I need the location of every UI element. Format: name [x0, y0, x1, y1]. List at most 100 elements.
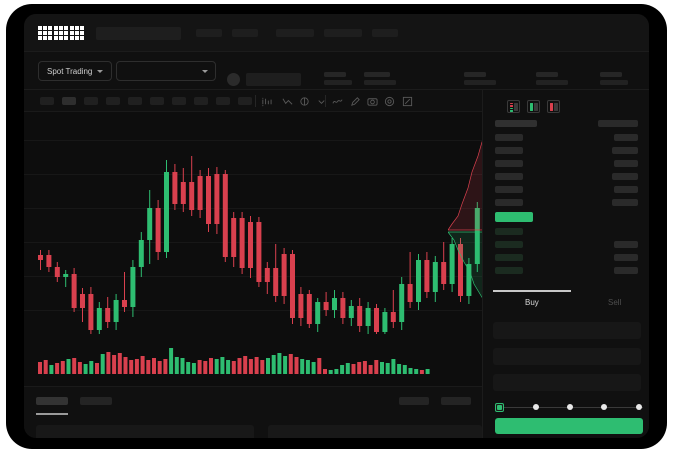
global-search-input[interactable]	[96, 27, 181, 40]
bottom-action-1[interactable]	[399, 397, 429, 405]
orderbook-mid-price[interactable]	[495, 212, 533, 222]
tab-sell[interactable]: Sell	[608, 298, 622, 307]
bottom-panel-left	[36, 425, 254, 438]
indicators-icon[interactable]	[282, 96, 293, 107]
timeframe-button-7[interactable]	[194, 97, 208, 105]
orderbook-asks-icon[interactable]	[547, 100, 560, 113]
tab-buy[interactable]: Buy	[525, 298, 539, 307]
orderbook-bid-1-qty	[614, 241, 638, 248]
order-price-field[interactable]	[493, 322, 641, 339]
candle-wick	[392, 290, 394, 328]
volume-bar	[191, 363, 196, 374]
nav-item-1[interactable]	[196, 29, 222, 37]
timeframe-button-9[interactable]	[238, 97, 252, 105]
nav-item-2[interactable]	[232, 29, 258, 37]
timeframe-button-3[interactable]	[106, 97, 120, 105]
volume-bar	[237, 358, 242, 374]
stat-value	[324, 80, 352, 85]
bottom-orders-panel	[24, 386, 482, 438]
timeframe-button-5[interactable]	[150, 97, 164, 105]
timeframe-button-1[interactable]	[62, 97, 76, 105]
slider-step-25[interactable]	[533, 404, 539, 410]
orderbook-bid-0-price[interactable]	[495, 228, 523, 235]
nav-item-5[interactable]	[372, 29, 398, 37]
volume-bar	[203, 361, 208, 374]
candle-body	[298, 294, 304, 318]
slider-step-50[interactable]	[567, 404, 573, 410]
slider-step-75[interactable]	[601, 404, 607, 410]
orderbook-ask-0-price[interactable]	[495, 134, 523, 141]
orderbook-bid-3-qty	[614, 267, 638, 274]
okx-logo[interactable]	[38, 26, 84, 40]
candle-body	[374, 308, 379, 332]
orderbook-rows[interactable]	[483, 118, 649, 286]
price-chart[interactable]	[24, 112, 482, 334]
compare-icon[interactable]	[299, 96, 310, 107]
settings-icon[interactable]	[384, 96, 395, 107]
orderbook-ask-4-price[interactable]	[495, 186, 523, 193]
slider-step-100[interactable]	[636, 404, 642, 410]
orderbook-bid-1-price[interactable]	[495, 241, 523, 248]
volume-bar	[323, 369, 327, 374]
candle-body	[458, 244, 463, 296]
timeframe-button-0[interactable]	[40, 97, 54, 105]
volume-chart[interactable]	[24, 334, 482, 386]
orderbook-ask-2-price[interactable]	[495, 160, 523, 167]
stat-5	[600, 72, 628, 85]
orderbook-header-price[interactable]	[495, 120, 537, 127]
volume-bar	[83, 364, 88, 374]
candle-body	[306, 294, 312, 324]
orderbook-bids-icon[interactable]	[527, 100, 540, 113]
orderbook-ask-5-price[interactable]	[495, 199, 523, 206]
orderbook-ask-1-price[interactable]	[495, 147, 523, 154]
timeframe-button-6[interactable]	[172, 97, 186, 105]
candle-body	[390, 312, 396, 322]
timeframe-button-2[interactable]	[84, 97, 98, 105]
candle-body	[80, 294, 85, 308]
timeframe-button-8[interactable]	[216, 97, 230, 105]
candlestick-icon[interactable]	[261, 96, 272, 107]
volume-bar	[368, 365, 373, 374]
orderbook-both-icon[interactable]	[507, 100, 520, 113]
buy-sell-tabs: Buy Sell	[483, 290, 649, 316]
bottom-tab-history[interactable]	[80, 397, 112, 405]
trading-pair-selector[interactable]	[116, 61, 216, 81]
timeframe-button-4[interactable]	[128, 97, 142, 105]
volume-bar	[254, 357, 259, 374]
candle-body	[54, 267, 60, 277]
pencil-icon[interactable]	[350, 96, 361, 107]
volume-bar	[100, 354, 105, 374]
line-chart-icon[interactable]	[332, 96, 343, 107]
chevron-down-icon[interactable]	[316, 96, 327, 107]
orderbook-ask-4-qty	[614, 186, 638, 193]
fullscreen-icon[interactable]	[402, 96, 413, 107]
slider-handle[interactable]	[495, 403, 504, 412]
camera-icon[interactable]	[367, 96, 378, 107]
nav-item-4[interactable]	[324, 29, 362, 37]
candle-wick	[65, 270, 67, 287]
orderbook-bid-2-price[interactable]	[495, 254, 523, 261]
volume-bar	[95, 363, 99, 374]
nav-item-3[interactable]	[276, 29, 314, 37]
volume-bar	[134, 359, 139, 374]
volume-bar	[146, 360, 151, 374]
orderbook-bid-3-price[interactable]	[495, 267, 523, 274]
toolbar-divider	[255, 95, 256, 107]
volume-bar	[180, 358, 185, 374]
bottom-tab-open-orders[interactable]	[36, 397, 68, 405]
candle-body	[231, 218, 237, 257]
volume-bar	[385, 363, 390, 374]
order-total-field[interactable]	[493, 374, 641, 391]
market-type-selector[interactable]: Spot Trading	[38, 61, 113, 81]
candle-body	[407, 284, 413, 302]
last-price-display	[246, 73, 301, 86]
orderbook-ask-3-price[interactable]	[495, 173, 523, 180]
bottom-action-2[interactable]	[441, 397, 471, 405]
volume-bar	[243, 356, 248, 374]
submit-buy-button[interactable]	[495, 418, 643, 434]
volume-bar	[129, 360, 134, 374]
stat-label	[600, 72, 622, 77]
order-amount-field[interactable]	[493, 348, 641, 365]
chart-toolbar	[24, 90, 482, 112]
stat-value	[464, 80, 496, 85]
